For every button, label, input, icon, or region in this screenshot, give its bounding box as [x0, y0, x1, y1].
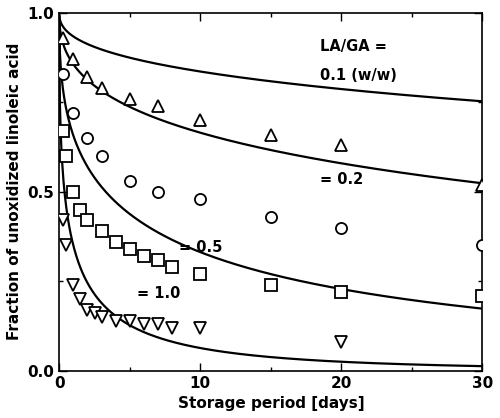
Text: = 0.2: = 0.2	[320, 172, 364, 187]
Text: = 1.0: = 1.0	[137, 286, 180, 301]
Y-axis label: Fraction of unoxidized linoleic acid: Fraction of unoxidized linoleic acid	[7, 43, 22, 341]
Text: 0.1 (w/w): 0.1 (w/w)	[320, 69, 397, 83]
X-axis label: Storage period [days]: Storage period [days]	[178, 396, 364, 411]
Text: = 0.5: = 0.5	[179, 240, 222, 255]
Text: LA/GA =: LA/GA =	[320, 39, 387, 54]
